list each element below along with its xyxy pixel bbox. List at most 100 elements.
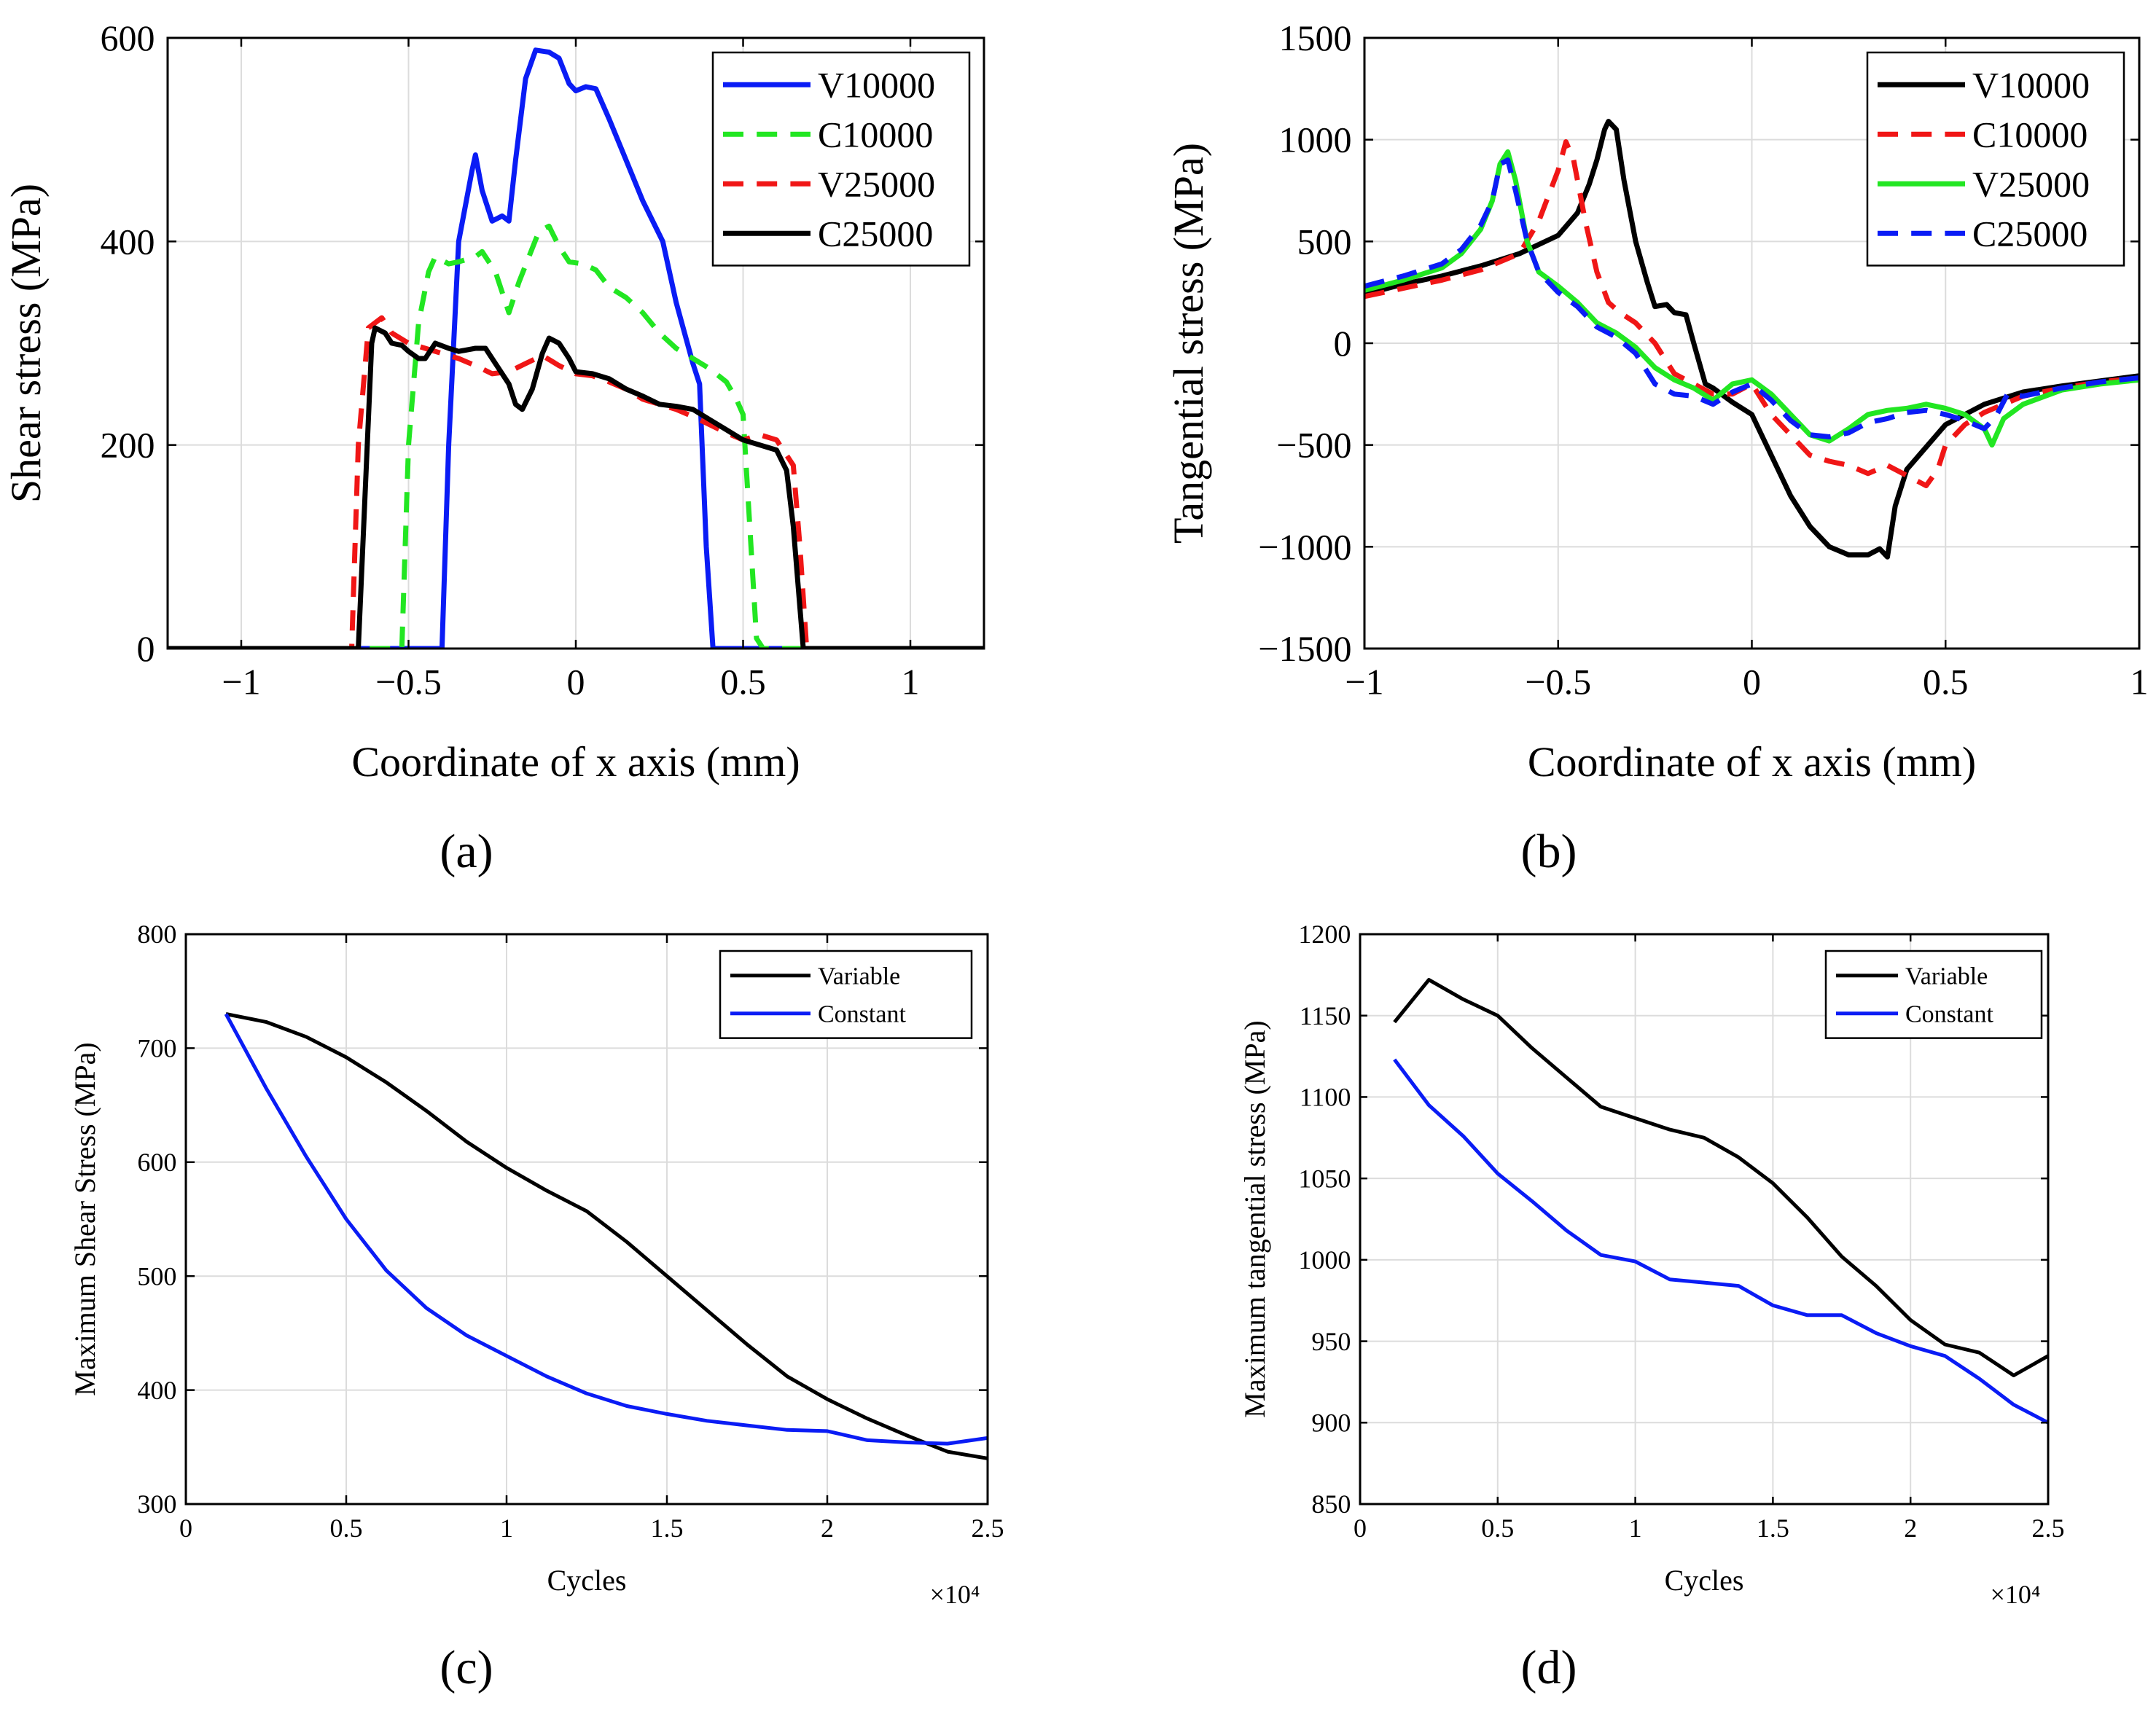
x-exponent-label: ×10⁴	[930, 1580, 980, 1609]
y-tick-label: −1000	[1258, 526, 1351, 567]
y-tick-label: 1150	[1300, 1001, 1351, 1030]
panel-caption: (a)	[440, 825, 493, 878]
legend-label-variable: Variable	[1905, 963, 1988, 990]
x-tick-label: −1	[222, 662, 260, 702]
x-tick-label: 0	[567, 662, 585, 702]
series-line-variable	[1393, 978, 2048, 1377]
x-tick-label: −0.5	[375, 662, 442, 702]
x-axis-label: Cycles	[1665, 1564, 1744, 1597]
y-tick-label: 0	[137, 628, 155, 669]
x-tick-label: 1	[902, 662, 920, 702]
legend: V10000 C10000 V25000 C25000	[1866, 51, 2125, 267]
legend: V10000 C10000 V25000 C25000	[711, 51, 971, 267]
x-tick-label: 0	[1354, 1514, 1367, 1543]
legend-box	[719, 950, 973, 1039]
y-tick-label: 1050	[1298, 1164, 1351, 1193]
y-tick-label: 950	[1311, 1327, 1351, 1356]
legend-label-constant: Constant	[1905, 1001, 1993, 1028]
legend-label-constant: Constant	[818, 1001, 906, 1028]
y-tick-label: 800	[137, 920, 176, 949]
series-line-c10000	[168, 223, 984, 649]
axes-frame	[184, 933, 989, 1506]
y-tick-label: 300	[137, 1489, 176, 1519]
y-tick-label: 400	[137, 1376, 176, 1405]
y-tick-label: 900	[1311, 1409, 1351, 1438]
x-axis-label: Coordinate of x axis (mm)	[351, 738, 800, 786]
x-tick-label: 1	[1629, 1514, 1642, 1543]
series-line-variable	[225, 1012, 988, 1460]
y-axis-label: Tangential stress (MPa)	[1165, 143, 1212, 544]
x-tick-label: 1	[500, 1514, 513, 1543]
legend-label-v10000: V10000	[1972, 65, 2090, 106]
legend-label-c10000: C10000	[1972, 114, 2087, 155]
y-tick-label: 500	[137, 1261, 176, 1291]
panel-d-chart: 0 0.5 1 1.5 2 2.5 850 900 950 1000 1050 1100 1150 120…	[1238, 920, 2065, 1694]
panel-caption: (b)	[1521, 825, 1577, 878]
panel-b-chart: −1 −0.5 0 0.5 1 −1500 −1000 −500 0 500 1000 1500 Coo…	[1165, 17, 2149, 878]
axes-frame	[1359, 933, 2050, 1506]
x-tick-label: 1.5	[1757, 1514, 1789, 1543]
panel-caption: (d)	[1521, 1641, 1577, 1694]
panel-a-chart: −1 −0.5 0 0.5 1 0 200 400 600 Coordinate of x axi…	[2, 17, 985, 878]
series-group	[168, 47, 984, 649]
x-tick-label: −1	[1345, 662, 1383, 702]
x-tick-label: 0.5	[1481, 1514, 1514, 1543]
x-exponent-label: ×10⁴	[1991, 1580, 2041, 1609]
series-group	[1393, 978, 2048, 1425]
y-tick-label: −1500	[1258, 628, 1351, 669]
x-tick-label: 0.5	[1923, 662, 1969, 702]
legend-label-c10000: C10000	[818, 114, 933, 155]
series-line-v10000	[168, 47, 984, 649]
x-tick-label: 0	[179, 1514, 192, 1543]
series-line-constant	[1393, 1058, 2048, 1425]
x-axis-label: Coordinate of x axis (mm)	[1528, 738, 1976, 786]
y-tick-label: 500	[1297, 221, 1352, 262]
y-tick-label: −500	[1276, 425, 1351, 466]
y-axis-label: Maximum tangential stress (MPa)	[1238, 1020, 1271, 1417]
y-tick-label: 1000	[1279, 120, 1352, 160]
x-tick-label: 0.5	[330, 1514, 363, 1543]
y-tick-label: 1100	[1300, 1083, 1351, 1112]
x-tick-label: 2.5	[972, 1514, 1004, 1543]
y-tick-label: 0	[1334, 323, 1352, 364]
legend-label-variable: Variable	[818, 963, 900, 990]
y-tick-label: 700	[137, 1034, 176, 1063]
series-group	[1364, 119, 2139, 560]
series-line-v25000	[1364, 149, 2139, 448]
x-axis-label: Cycles	[547, 1564, 627, 1597]
legend-box	[1866, 51, 2125, 267]
y-tick-label: 200	[101, 425, 155, 466]
x-tick-label: 0.5	[720, 662, 766, 702]
y-tick-label: 850	[1311, 1489, 1351, 1519]
series-line-constant	[224, 1013, 988, 1446]
legend-label-v10000: V10000	[818, 65, 935, 106]
y-tick-label: 1200	[1298, 920, 1351, 949]
legend-box	[711, 51, 971, 267]
x-tick-label: 0	[1743, 662, 1761, 702]
x-tick-label: −0.5	[1525, 662, 1591, 702]
y-tick-label: 600	[101, 17, 155, 58]
y-axis-label: Maximum Shear Stress (MPa)	[69, 1042, 101, 1396]
x-tick-label: 2.5	[2032, 1514, 2065, 1543]
panel-caption: (c)	[440, 1641, 493, 1694]
y-tick-label: 400	[101, 221, 155, 262]
series-line-c25000	[1364, 157, 2139, 439]
legend-box	[1824, 950, 2043, 1039]
x-tick-label: 1	[2130, 662, 2149, 702]
series-line-c25000	[168, 325, 984, 649]
legend: Variable Constant	[1824, 950, 2043, 1039]
y-tick-label: 600	[137, 1148, 176, 1177]
x-tick-label: 1.5	[651, 1514, 684, 1543]
series-group	[224, 1012, 988, 1460]
y-tick-label: 1000	[1298, 1245, 1351, 1275]
legend-label-v25000: V25000	[818, 164, 935, 205]
legend: Variable Constant	[719, 950, 973, 1039]
y-axis-label: Shear stress (MPa)	[2, 184, 50, 503]
panel-c-chart: 0 0.5 1 1.5 2 2.5 300 400 500 600 700 800 Cycles Maxi…	[69, 920, 1004, 1694]
legend-label-c25000: C25000	[818, 214, 933, 254]
x-tick-label: 2	[1904, 1514, 1917, 1543]
legend-label-c25000: C25000	[1972, 214, 2087, 254]
y-tick-label: 1500	[1279, 17, 1352, 58]
legend-label-v25000: V25000	[1972, 164, 2090, 205]
